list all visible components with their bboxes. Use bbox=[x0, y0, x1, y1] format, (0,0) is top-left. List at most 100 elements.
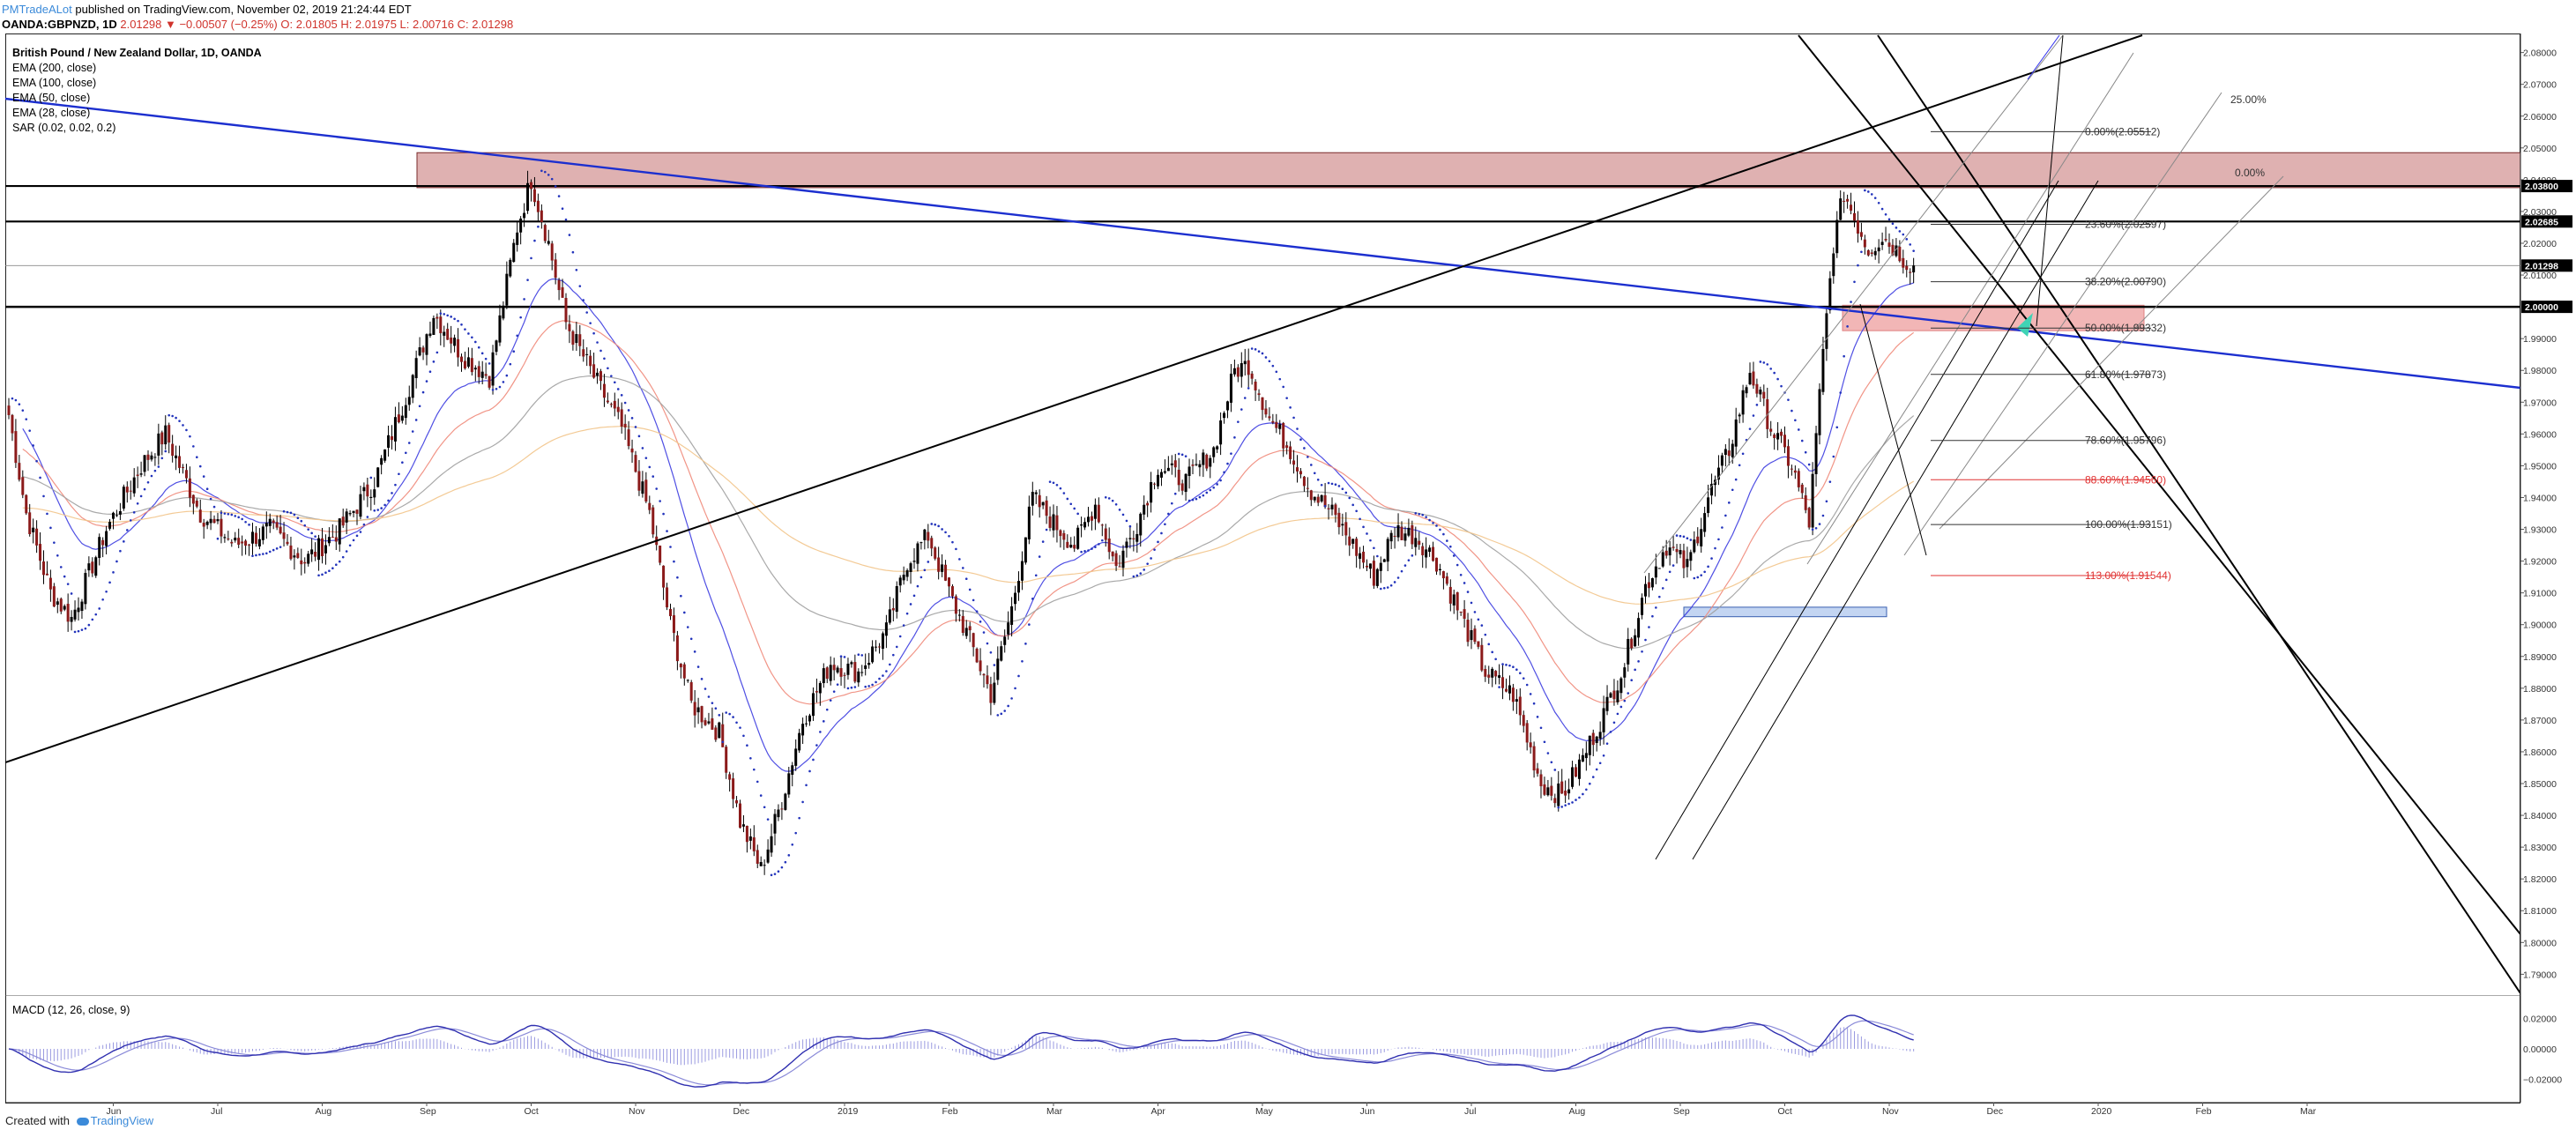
candle-body bbox=[1884, 239, 1887, 241]
candle-body bbox=[425, 334, 428, 355]
candle-body bbox=[641, 481, 644, 494]
candle-body bbox=[1007, 622, 1010, 635]
candle-body bbox=[234, 538, 237, 541]
candle-body bbox=[1627, 638, 1630, 665]
candle-body bbox=[466, 357, 470, 367]
sar-dot bbox=[582, 299, 585, 301]
macd-legend[interactable]: MACD (12, 26, close, 9) bbox=[12, 1004, 130, 1016]
sar-dot bbox=[1884, 212, 1887, 216]
indicator-legend: British Pound / New Zealand Dollar, 1D, … bbox=[12, 46, 262, 136]
sar-dot bbox=[1310, 464, 1313, 466]
candle-body bbox=[307, 554, 310, 564]
sar-dot bbox=[1240, 408, 1243, 411]
legend-ema100[interactable]: EMA (100, close) bbox=[12, 77, 97, 89]
sar-dot bbox=[428, 370, 432, 374]
sar-dot bbox=[1316, 478, 1320, 481]
sar-dot bbox=[42, 494, 45, 498]
candle-body bbox=[871, 646, 875, 663]
sar-dot bbox=[132, 511, 136, 514]
candle-body bbox=[334, 537, 338, 542]
candle-body bbox=[115, 515, 118, 516]
legend-ema28[interactable]: EMA (28, close) bbox=[12, 107, 91, 119]
sar-dot bbox=[1212, 486, 1215, 489]
candle-body bbox=[407, 397, 411, 405]
candle-body bbox=[1703, 513, 1707, 532]
candle-body bbox=[261, 526, 264, 540]
sar-dot bbox=[1769, 368, 1772, 370]
candle-body bbox=[1121, 550, 1125, 568]
candle-body bbox=[1707, 497, 1710, 514]
time-tick-label: Jun bbox=[1360, 1106, 1375, 1117]
candle-body bbox=[763, 865, 766, 866]
sar-dot bbox=[1741, 452, 1745, 456]
candle-body bbox=[728, 774, 732, 780]
sar-dot bbox=[1880, 207, 1884, 211]
ema-layer bbox=[22, 278, 1915, 772]
sar-dot bbox=[753, 768, 756, 771]
sar-dot bbox=[1355, 509, 1358, 513]
sar-dot bbox=[467, 332, 470, 335]
sar-dot bbox=[637, 435, 641, 438]
sar-dot bbox=[502, 381, 505, 383]
candle-body bbox=[714, 727, 718, 740]
sar-dot bbox=[1595, 768, 1598, 771]
sar-dot bbox=[164, 450, 168, 453]
sar-dot bbox=[1898, 230, 1902, 233]
sar-dot bbox=[1686, 537, 1689, 540]
sar-dot bbox=[1557, 806, 1560, 809]
candle-body bbox=[1445, 576, 1448, 584]
tradingview-link[interactable]: TradingView bbox=[90, 1114, 154, 1127]
candle-body bbox=[937, 557, 941, 572]
legend-ema50[interactable]: EMA (50, close) bbox=[12, 92, 91, 104]
candle-body bbox=[1671, 546, 1675, 548]
sar-dot bbox=[680, 594, 682, 598]
sar-dot bbox=[759, 794, 763, 797]
candle-body bbox=[63, 606, 66, 610]
zones-layer bbox=[416, 152, 2520, 618]
sar-dot bbox=[651, 475, 655, 478]
author-link[interactable]: PMTradeALot bbox=[2, 3, 72, 16]
sar-dot bbox=[585, 311, 588, 314]
candle-body bbox=[1355, 539, 1359, 556]
sar-dot bbox=[1623, 699, 1627, 702]
sar-dot bbox=[669, 546, 672, 548]
sar-dot bbox=[1804, 450, 1807, 454]
candle-body bbox=[693, 702, 696, 716]
candle-body bbox=[1522, 715, 1525, 726]
candle-body bbox=[457, 338, 460, 358]
sar-dot bbox=[150, 474, 153, 478]
candle-body bbox=[1776, 433, 1780, 440]
sar-layer bbox=[11, 169, 1915, 877]
sar-dot bbox=[1598, 762, 1602, 765]
candle-body bbox=[241, 541, 244, 544]
price-badge-label: 2.02685 bbox=[2525, 217, 2558, 227]
sar-dot bbox=[414, 419, 418, 421]
candle-body bbox=[1505, 688, 1508, 692]
legend-ema200[interactable]: EMA (200, close) bbox=[12, 62, 97, 74]
sar-dot bbox=[648, 465, 651, 469]
sar-dot bbox=[895, 645, 898, 649]
sar-dot bbox=[930, 523, 934, 525]
candle-body bbox=[1313, 496, 1316, 501]
sar-dot bbox=[63, 575, 66, 578]
sar-dot bbox=[359, 531, 362, 533]
sar-dot bbox=[241, 517, 243, 521]
legend-sar[interactable]: SAR (0.02, 0.02, 0.2) bbox=[12, 122, 116, 134]
sar-dot bbox=[1278, 377, 1282, 381]
sar-dot bbox=[777, 870, 780, 873]
sar-dot bbox=[1073, 507, 1076, 510]
candle-body bbox=[101, 539, 105, 546]
sar-dot bbox=[986, 642, 989, 645]
candle-body bbox=[1372, 561, 1375, 586]
candle-body bbox=[495, 340, 498, 353]
candle-body bbox=[1686, 559, 1689, 568]
sar-dot bbox=[1135, 574, 1139, 577]
price-badge bbox=[2521, 215, 2572, 228]
candle-body bbox=[1048, 516, 1052, 528]
candle-body bbox=[1403, 533, 1407, 541]
candle-body bbox=[1550, 785, 1553, 796]
candle-body bbox=[972, 633, 975, 648]
sar-dot bbox=[1679, 534, 1682, 538]
candle-body bbox=[35, 528, 39, 546]
